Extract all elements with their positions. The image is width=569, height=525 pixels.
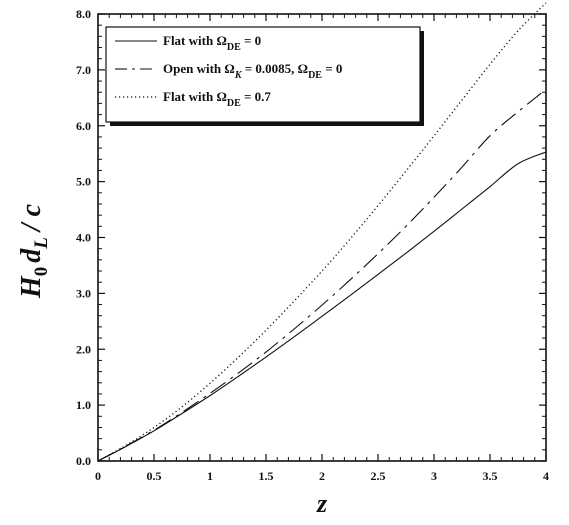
y-tick-label: 8.0 — [76, 7, 91, 21]
legend-box — [105, 26, 421, 123]
legend-label-3: Flat with ΩDE = 0.7 — [163, 89, 271, 109]
series-line-1 — [97, 151, 547, 462]
x-tick-label: 1 — [207, 469, 213, 483]
x-tick-label: 1.5 — [259, 469, 274, 483]
y-tick-label: 6.0 — [76, 119, 91, 133]
y-tick-label: 1.0 — [76, 398, 91, 412]
legend-label-2: Open with ΩK = 0.0085, ΩDE = 0 — [163, 61, 342, 81]
series-line-2 — [97, 89, 547, 462]
y-axis-title: H0dL/ c — [16, 203, 52, 299]
x-tick-label: 3.5 — [483, 469, 498, 483]
x-tick-label: 2 — [319, 469, 325, 483]
x-tick-label: 0.5 — [147, 469, 162, 483]
y-tick-label: 3.0 — [76, 286, 91, 300]
y-tick-label: 5.0 — [76, 175, 91, 189]
x-tick-label: 3 — [431, 469, 437, 483]
x-tick-label: 4 — [543, 469, 549, 483]
legend-label-1: Flat with ΩDE = 0 — [163, 33, 261, 53]
y-tick-label: 2.0 — [76, 342, 91, 356]
y-tick-label: 7.0 — [76, 63, 91, 77]
y-tick-label: 0.0 — [76, 454, 91, 468]
x-tick-label: 0 — [95, 469, 101, 483]
y-tick-label: 4.0 — [76, 231, 91, 245]
x-tick-label: 2.5 — [371, 469, 386, 483]
x-axis-title: z — [316, 489, 328, 518]
